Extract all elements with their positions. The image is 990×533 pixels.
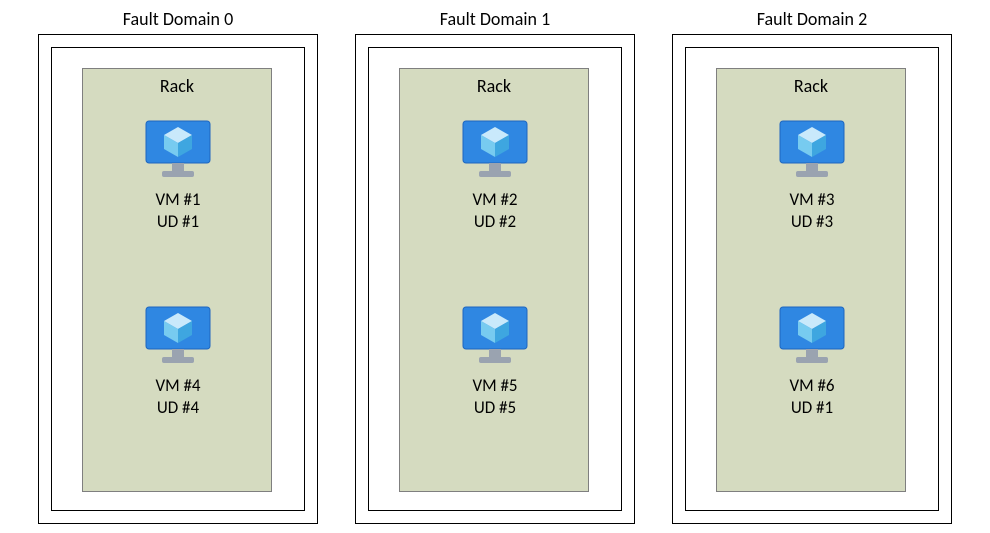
vm-block: VM #4 UD #4 — [83, 305, 273, 419]
vm-icon — [142, 119, 214, 181]
vm-label: VM #4 — [83, 375, 273, 397]
fault-domain-inner: Rack VM #2 UD #2 — [368, 47, 622, 511]
fault-domain-title: Fault Domain 1 — [355, 8, 635, 30]
vm-icon — [142, 305, 214, 367]
vm-block: VM #2 UD #2 — [400, 119, 590, 233]
rack-box: Rack VM #2 UD #2 — [399, 68, 589, 492]
vm-label: VM #1 — [83, 189, 273, 211]
fault-domain-outer: Rack VM #2 UD #2 — [355, 34, 635, 524]
ud-label: UD #3 — [717, 211, 907, 233]
rack-label: Rack — [400, 75, 588, 97]
rack-box: Rack VM #1 UD #1 — [82, 68, 272, 492]
vm-label: VM #6 — [717, 375, 907, 397]
rack-label: Rack — [83, 75, 271, 97]
vm-icon — [776, 305, 848, 367]
rack-label: Rack — [717, 75, 905, 97]
rack-box: Rack VM #3 UD #3 — [716, 68, 906, 492]
ud-label: UD #4 — [83, 397, 273, 419]
vm-block: VM #5 UD #5 — [400, 305, 590, 419]
vm-block: VM #1 UD #1 — [83, 119, 273, 233]
vm-label: VM #3 — [717, 189, 907, 211]
vm-block: VM #6 UD #1 — [717, 305, 907, 419]
vm-block: VM #3 UD #3 — [717, 119, 907, 233]
fault-domain-title: Fault Domain 2 — [672, 8, 952, 30]
vm-icon — [776, 119, 848, 181]
fault-domain-title: Fault Domain 0 — [38, 8, 318, 30]
vm-label: VM #2 — [400, 189, 590, 211]
ud-label: UD #5 — [400, 397, 590, 419]
fault-domain-inner: Rack VM #3 UD #3 — [685, 47, 939, 511]
fault-domain-outer: Rack VM #1 UD #1 — [38, 34, 318, 524]
vm-icon — [459, 305, 531, 367]
diagram-canvas: Fault Domain 0 Rack VM #1 UD #1 — [0, 0, 990, 533]
vm-label: VM #5 — [400, 375, 590, 397]
ud-label: UD #1 — [717, 397, 907, 419]
fault-domain-inner: Rack VM #1 UD #1 — [51, 47, 305, 511]
ud-label: UD #2 — [400, 211, 590, 233]
fault-domain-outer: Rack VM #3 UD #3 — [672, 34, 952, 524]
vm-icon — [459, 119, 531, 181]
ud-label: UD #1 — [83, 211, 273, 233]
